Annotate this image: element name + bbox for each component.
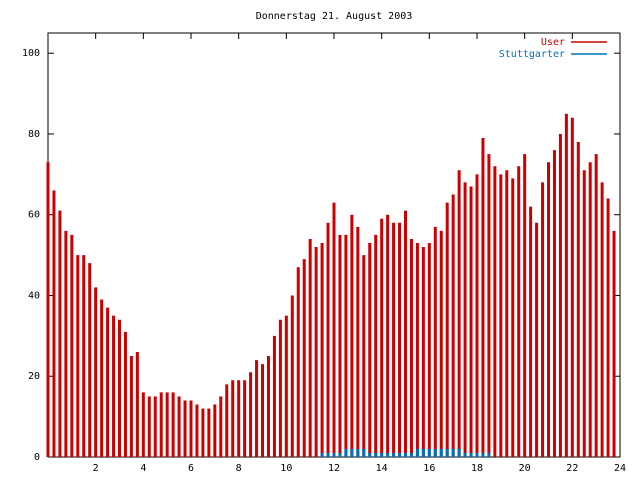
chart-title: Donnerstag 21. August 2003 bbox=[256, 11, 413, 22]
y-tick-label: 20 bbox=[28, 371, 40, 382]
x-tick-label: 4 bbox=[140, 463, 146, 474]
x-tick-label: 8 bbox=[236, 463, 242, 474]
x-tick-label: 20 bbox=[519, 463, 531, 474]
y-tick-label: 0 bbox=[34, 452, 40, 463]
y-tick-label: 40 bbox=[28, 290, 40, 301]
x-tick-label: 18 bbox=[471, 463, 483, 474]
x-tick-label: 14 bbox=[376, 463, 388, 474]
x-tick-label: 10 bbox=[280, 463, 292, 474]
y-tick-label: 100 bbox=[22, 48, 40, 59]
y-tick-label: 60 bbox=[28, 210, 40, 221]
x-tick-label: 22 bbox=[566, 463, 578, 474]
legend-label: Stuttgarter bbox=[499, 49, 565, 60]
x-tick-label: 12 bbox=[328, 463, 340, 474]
x-tick-label: 2 bbox=[93, 463, 99, 474]
y-tick-label: 80 bbox=[28, 129, 40, 140]
x-tick-label: 16 bbox=[423, 463, 435, 474]
x-tick-label: 6 bbox=[188, 463, 194, 474]
legend-label: User bbox=[541, 37, 565, 48]
x-tick-label: 24 bbox=[614, 463, 626, 474]
